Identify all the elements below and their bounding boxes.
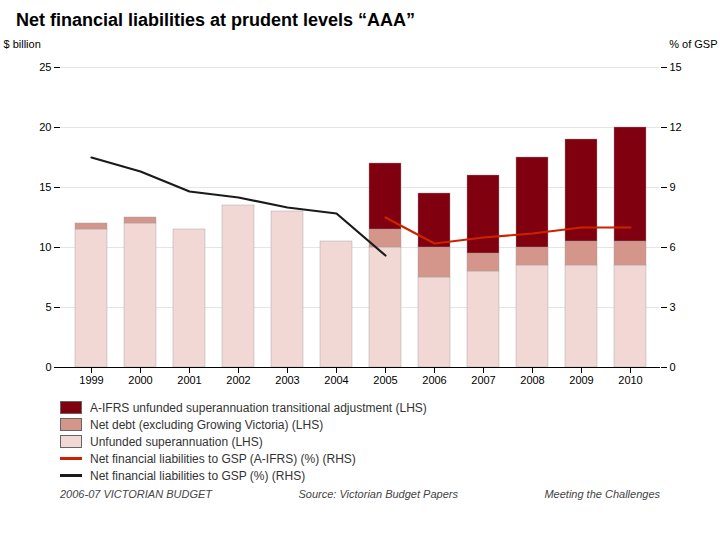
svg-text:% of GSP: % of GSP: [669, 38, 717, 50]
svg-text:2005: 2005: [373, 374, 397, 386]
svg-text:2000: 2000: [128, 374, 152, 386]
html-text:Net financial liabilities to G: Net financial liabilities to GSP (%) (RH…: [90, 468, 306, 483]
svg-text:15: 15: [670, 61, 682, 73]
svg-text:2003: 2003: [275, 374, 299, 386]
svg-text:0: 0: [670, 361, 676, 373]
svg-text:9: 9: [670, 181, 676, 193]
html-text:A-IFRS unfunded superannuation: A-IFRS unfunded superannuation transitio…: [90, 400, 427, 415]
svg-text:2007: 2007: [471, 374, 495, 386]
svg-text:5: 5: [45, 301, 51, 313]
svg-text:20: 20: [39, 121, 51, 133]
svg-text:2009: 2009: [569, 374, 593, 386]
html-text:Net financial liabilities at p: Net financial liabilities at prudent lev…: [16, 10, 416, 30]
svg-text:15: 15: [39, 181, 51, 193]
html-text:Source: Victorian Budget Paper: Source: Victorian Budget Papers: [298, 488, 458, 500]
html-text:2006-07 VICTORIAN BUDGET: 2006-07 VICTORIAN BUDGET: [60, 488, 212, 500]
svg-text:1999: 1999: [79, 374, 103, 386]
svg-text:25: 25: [39, 61, 51, 73]
svg-text:12: 12: [670, 121, 682, 133]
svg-text:2008: 2008: [520, 374, 544, 386]
svg-text:2002: 2002: [226, 374, 250, 386]
svg-text:0: 0: [45, 361, 51, 373]
svg-text:2006: 2006: [422, 374, 446, 386]
html-text:Meeting the Challenges: Meeting the Challenges: [544, 488, 660, 500]
svg-text:3: 3: [670, 301, 676, 313]
svg-text:10: 10: [39, 241, 51, 253]
svg-text:2010: 2010: [618, 374, 642, 386]
svg-text:$ billion: $ billion: [4, 38, 41, 50]
svg-text:6: 6: [670, 241, 676, 253]
html-text:Unfunded superannuation (LHS): Unfunded superannuation (LHS): [90, 434, 263, 449]
html-text:Net financial liabilities to G: Net financial liabilities to GSP (A-IFRS…: [90, 451, 356, 466]
svg-text:2004: 2004: [324, 374, 348, 386]
svg-text:2001: 2001: [177, 374, 201, 386]
html-text:Net debt (excluding Growing Vi: Net debt (excluding Growing Victoria) (L…: [90, 417, 324, 432]
